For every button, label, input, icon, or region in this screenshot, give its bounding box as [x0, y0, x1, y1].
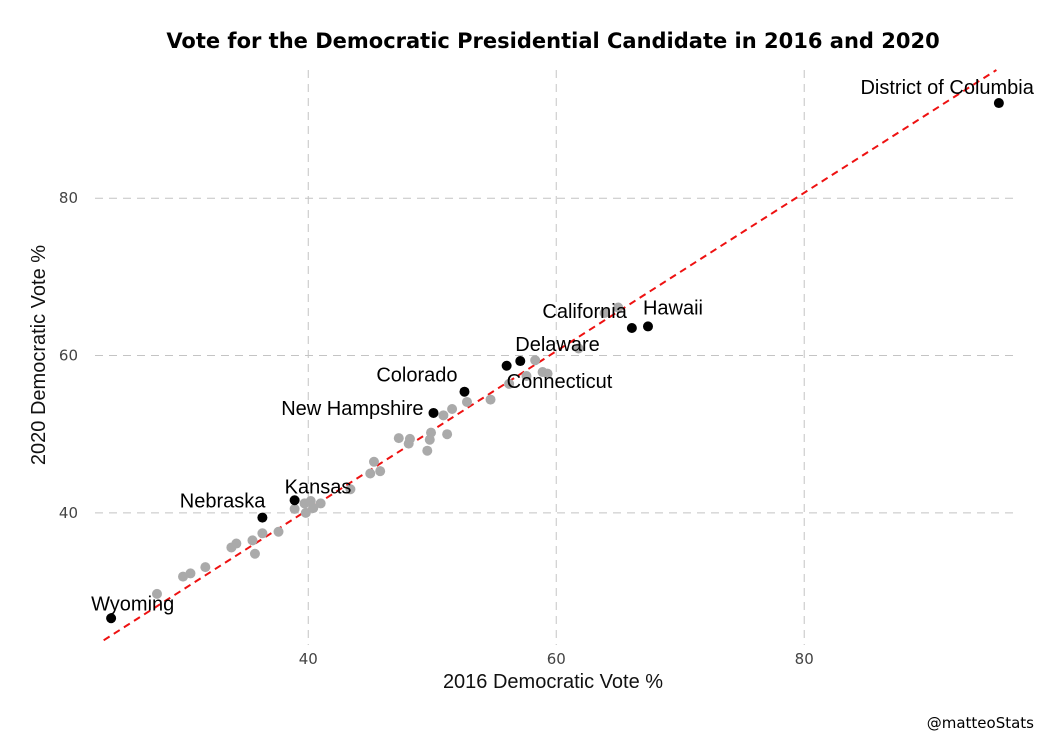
other-point	[300, 507, 311, 518]
other-point	[375, 466, 386, 477]
other-point	[393, 433, 404, 444]
chart-title: Vote for the Democratic Presidential Can…	[166, 29, 939, 53]
other-point	[613, 302, 624, 313]
highlighted-point	[257, 512, 268, 523]
other-point	[247, 535, 258, 546]
x-tick-label: 80	[795, 650, 814, 668]
highlighted-point	[993, 98, 1004, 109]
point-label: Hawaii	[643, 297, 703, 319]
other-point	[289, 503, 300, 514]
highlighted-point	[106, 613, 117, 624]
other-point	[504, 378, 515, 389]
other-point	[447, 404, 458, 415]
point-label: Wyoming	[91, 593, 174, 615]
point-label: Delaware	[515, 334, 599, 356]
point-label: Colorado	[376, 365, 457, 387]
other-point	[442, 429, 453, 440]
other-point	[485, 394, 496, 405]
other-point	[368, 456, 379, 467]
other-point	[542, 368, 553, 379]
point-label: California	[542, 301, 627, 323]
highlighted-point	[501, 360, 512, 371]
other-point	[151, 588, 162, 599]
other-points	[151, 302, 624, 599]
x-tick-label: 40	[299, 650, 318, 668]
other-point	[273, 526, 284, 537]
other-point	[345, 484, 356, 495]
y-tick-label: 40	[59, 504, 78, 522]
other-point	[573, 343, 584, 354]
point-label: Connecticut	[507, 371, 613, 393]
other-point	[404, 433, 415, 444]
x-tick-label: 60	[547, 650, 566, 668]
highlighted-point	[459, 386, 470, 397]
highlighted-point	[428, 407, 439, 418]
highlighted-point	[515, 356, 526, 367]
y-tick-labels: 40 60 80	[59, 189, 78, 522]
other-point	[200, 562, 211, 573]
highlighted-point	[289, 495, 300, 506]
gridlines	[95, 70, 1015, 645]
highlighted-point	[626, 323, 637, 334]
x-tick-labels: 40 60 80	[299, 650, 814, 668]
other-point	[438, 410, 449, 421]
y-tick-label: 60	[59, 347, 78, 365]
point-label: Kansas	[285, 476, 352, 498]
reference-line	[103, 69, 997, 642]
other-point	[185, 568, 196, 579]
point-label: District of Columbia	[860, 77, 1034, 99]
other-point	[257, 528, 268, 539]
other-point	[422, 445, 433, 456]
x-axis-label: 2016 Democratic Vote %	[443, 671, 663, 693]
point-labels: District of Columbia Hawaii California Dela…	[91, 77, 1035, 615]
other-point	[249, 548, 260, 559]
chart-caption: @matteoStats	[927, 714, 1034, 732]
point-label: Nebraska	[180, 491, 266, 513]
highlighted-point	[642, 321, 653, 332]
other-point	[365, 468, 376, 479]
point-label: New Hampshire	[281, 398, 423, 420]
other-point	[315, 498, 326, 509]
other-point	[461, 396, 472, 407]
other-point	[426, 427, 437, 438]
other-point	[530, 355, 541, 366]
y-tick-label: 80	[59, 189, 78, 207]
other-point	[231, 538, 242, 549]
other-point	[521, 370, 532, 381]
y-axis-label: 2020 Democratic Vote %	[28, 245, 50, 465]
other-point	[308, 503, 319, 514]
other-point	[599, 308, 610, 319]
highlighted-points	[106, 98, 1004, 624]
